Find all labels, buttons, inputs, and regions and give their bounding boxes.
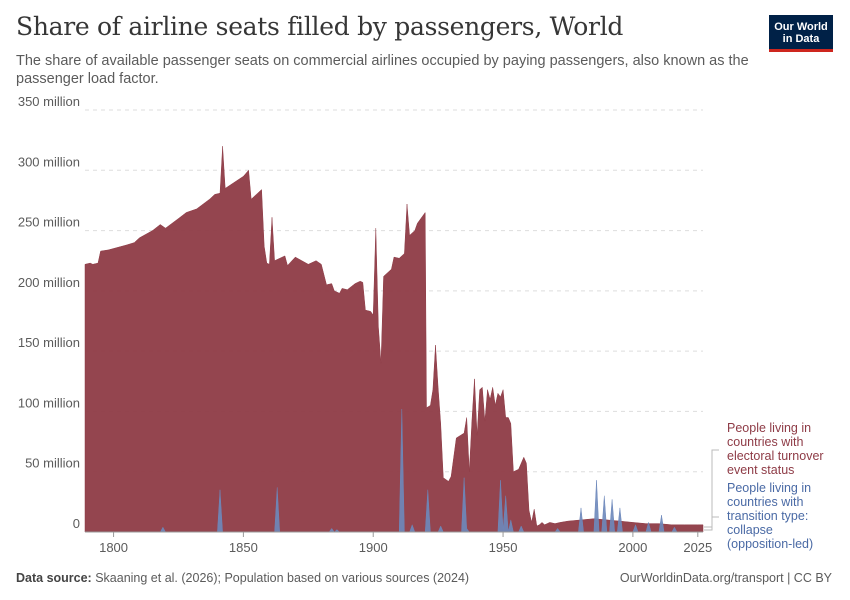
- x-tick-label: 1800: [99, 540, 128, 555]
- legend-connector-2: [704, 516, 719, 531]
- y-tick-label: 300 million: [18, 154, 80, 169]
- y-tick-label: 0: [73, 516, 80, 531]
- y-tick-label: 200 million: [18, 275, 80, 290]
- y-tick-label: 50 million: [25, 456, 80, 471]
- logo-line2: in Data: [782, 33, 820, 45]
- logo-line1: Our World: [774, 21, 828, 33]
- x-tick-label: 1900: [359, 540, 388, 555]
- series-area-1: [84, 146, 704, 533]
- y-tick-label: 250 million: [18, 215, 80, 230]
- x-tick-label: 2025: [683, 540, 712, 555]
- source-text: Skaaning et al. (2026); Population based…: [91, 571, 470, 585]
- y-tick-label: 350 million: [18, 94, 80, 109]
- legend-connector-1: [704, 449, 719, 528]
- x-tick-label: 1950: [489, 540, 518, 555]
- chart-title: Share of airline seats filled by passeng…: [16, 12, 624, 41]
- chart-subtitle: The share of available passenger seats o…: [16, 53, 749, 87]
- source-label: Data source:: [16, 571, 92, 585]
- x-tick-label: 2000: [618, 540, 647, 555]
- footer-attribution[interactable]: OurWorldinData.org/transport | CC BY: [619, 571, 832, 585]
- x-tick-label: 1850: [229, 540, 258, 555]
- y-tick-label: 150 million: [18, 335, 80, 350]
- owid-logo[interactable]: Our World in Data: [769, 15, 833, 52]
- legend-label-series-1: People living in countries with electora…: [727, 421, 824, 477]
- y-tick-label: 100 million: [18, 395, 80, 410]
- footer-source: Data source: Skaaning et al. (2026); Pop…: [16, 571, 469, 585]
- legend-label-series-2: People living in countries with transiti…: [727, 481, 814, 551]
